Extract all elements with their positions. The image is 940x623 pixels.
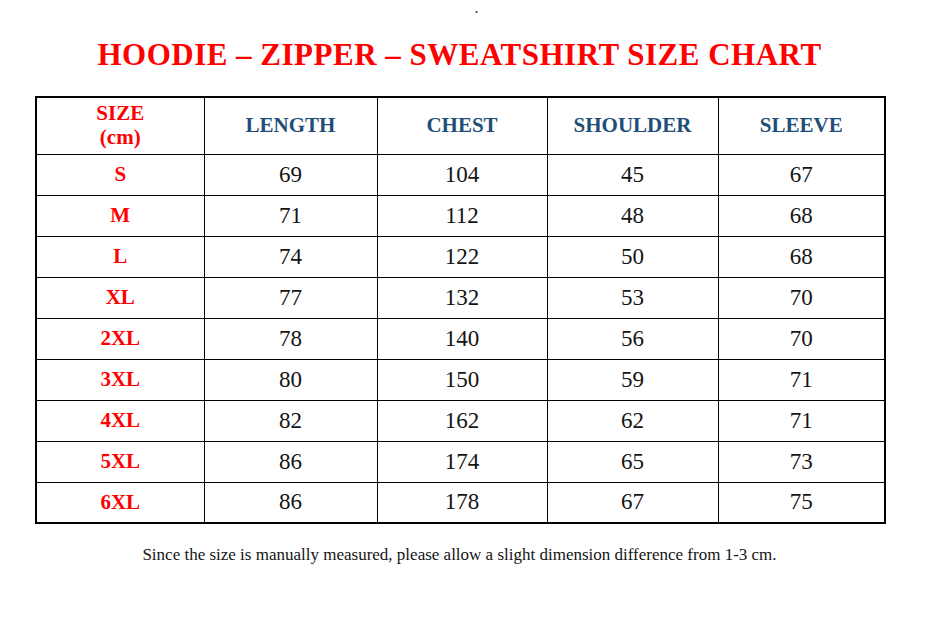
size-label-cell: 3XL xyxy=(36,359,204,400)
column-header-chest: CHEST xyxy=(377,97,547,154)
chest-cell: 104 xyxy=(377,154,547,195)
sleeve-cell: 75 xyxy=(718,482,885,523)
chest-cell: 112 xyxy=(377,195,547,236)
stray-dot: . xyxy=(475,2,478,17)
size-label-cell: 5XL xyxy=(36,441,204,482)
column-header-length: LENGTH xyxy=(204,97,377,154)
table-row-xl: XL 77 132 53 70 xyxy=(36,277,885,318)
size-header-line1: SIZE xyxy=(37,102,204,126)
size-label-cell: L xyxy=(36,236,204,277)
table-row-s: S 69 104 45 67 xyxy=(36,154,885,195)
header-row: SIZE (cm) LENGTH CHEST SHOULDER SLEEVE xyxy=(36,97,885,154)
column-header-size: SIZE (cm) xyxy=(36,97,204,154)
table-row-3xl: 3XL 80 150 59 71 xyxy=(36,359,885,400)
chest-cell: 140 xyxy=(377,318,547,359)
chest-cell: 122 xyxy=(377,236,547,277)
chest-cell: 150 xyxy=(377,359,547,400)
chest-cell: 174 xyxy=(377,441,547,482)
shoulder-cell: 59 xyxy=(547,359,718,400)
sleeve-cell: 70 xyxy=(718,277,885,318)
shoulder-cell: 50 xyxy=(547,236,718,277)
page-content: HOODIE – ZIPPER – SWEATSHIRT SIZE CHART … xyxy=(35,38,884,565)
size-header-line2: (cm) xyxy=(37,126,204,150)
shoulder-cell: 67 xyxy=(547,482,718,523)
chest-cell: 162 xyxy=(377,400,547,441)
length-cell: 78 xyxy=(204,318,377,359)
size-label-cell: XL xyxy=(36,277,204,318)
length-cell: 86 xyxy=(204,441,377,482)
table-row-4xl: 4XL 82 162 62 71 xyxy=(36,400,885,441)
size-label-cell: 4XL xyxy=(36,400,204,441)
table-row-m: M 71 112 48 68 xyxy=(36,195,885,236)
size-chart-table: SIZE (cm) LENGTH CHEST SHOULDER SLEEVE S… xyxy=(35,96,886,524)
sleeve-cell: 71 xyxy=(718,359,885,400)
shoulder-cell: 65 xyxy=(547,441,718,482)
length-cell: 80 xyxy=(204,359,377,400)
shoulder-cell: 56 xyxy=(547,318,718,359)
sleeve-cell: 68 xyxy=(718,195,885,236)
table-row-l: L 74 122 50 68 xyxy=(36,236,885,277)
table-row-5xl: 5XL 86 174 65 73 xyxy=(36,441,885,482)
length-cell: 82 xyxy=(204,400,377,441)
sleeve-cell: 68 xyxy=(718,236,885,277)
page-title: HOODIE – ZIPPER – SWEATSHIRT SIZE CHART xyxy=(35,38,884,72)
length-cell: 77 xyxy=(204,277,377,318)
length-cell: 74 xyxy=(204,236,377,277)
footer-note: Since the size is manually measured, ple… xyxy=(35,545,884,565)
shoulder-cell: 62 xyxy=(547,400,718,441)
length-cell: 69 xyxy=(204,154,377,195)
column-header-sleeve: SLEEVE xyxy=(718,97,885,154)
shoulder-cell: 48 xyxy=(547,195,718,236)
table-row-6xl: 6XL 86 178 67 75 xyxy=(36,482,885,523)
chest-cell: 178 xyxy=(377,482,547,523)
sleeve-cell: 67 xyxy=(718,154,885,195)
length-cell: 71 xyxy=(204,195,377,236)
size-label-cell: 6XL xyxy=(36,482,204,523)
chest-cell: 132 xyxy=(377,277,547,318)
size-label-cell: S xyxy=(36,154,204,195)
shoulder-cell: 53 xyxy=(547,277,718,318)
size-label-cell: M xyxy=(36,195,204,236)
sleeve-cell: 71 xyxy=(718,400,885,441)
size-label-cell: 2XL xyxy=(36,318,204,359)
table-row-2xl: 2XL 78 140 56 70 xyxy=(36,318,885,359)
length-cell: 86 xyxy=(204,482,377,523)
sleeve-cell: 73 xyxy=(718,441,885,482)
shoulder-cell: 45 xyxy=(547,154,718,195)
column-header-shoulder: SHOULDER xyxy=(547,97,718,154)
sleeve-cell: 70 xyxy=(718,318,885,359)
